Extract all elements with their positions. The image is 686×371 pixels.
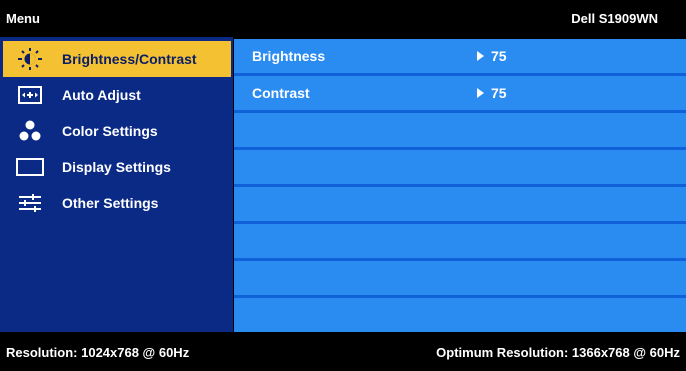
footer-bar: Resolution: 1024x768 @ 60Hz Optimum Reso… — [0, 333, 686, 371]
empty-row — [234, 187, 686, 221]
sidebar-item-display-settings[interactable]: Display Settings — [0, 149, 233, 185]
setting-label: Brightness — [252, 48, 326, 64]
sidebar-item-label: Brightness/Contrast — [62, 51, 197, 67]
sidebar-item-label: Auto Adjust — [62, 87, 141, 103]
setting-value: 75 — [477, 85, 507, 101]
sidebar-item-label: Other Settings — [62, 195, 159, 211]
setting-label: Contrast — [252, 85, 310, 101]
sidebar-item-auto-adjust[interactable]: Auto Adjust — [0, 77, 233, 113]
sun-icon — [14, 48, 46, 70]
current-resolution: Resolution: 1024x768 @ 60Hz — [6, 344, 190, 360]
sidebar-item-other-settings[interactable]: Other Settings — [0, 185, 233, 221]
monitor-model: Dell S1909WN — [571, 10, 658, 26]
display-rectangle-icon — [14, 156, 46, 178]
header-bar: Menu Dell S1909WN — [0, 0, 686, 36]
empty-row — [234, 298, 686, 332]
setting-value-text: 75 — [491, 48, 507, 64]
settings-panel: Brightness 75 Contrast 75 — [234, 39, 686, 332]
setting-row-brightness[interactable]: Brightness 75 — [234, 39, 686, 73]
sidebar-item-label: Color Settings — [62, 123, 158, 139]
sliders-icon — [14, 192, 46, 214]
arrow-right-icon — [477, 51, 484, 61]
sidebar-item-label: Display Settings — [62, 159, 171, 175]
optimum-resolution: Optimum Resolution: 1366x768 @ 60Hz — [436, 344, 680, 360]
menu-title: Menu — [6, 10, 40, 26]
setting-value-text: 75 — [491, 85, 507, 101]
sidebar-item-brightness-contrast[interactable]: Brightness/Contrast — [3, 41, 231, 77]
sidebar-menu: Brightness/Contrast Auto Adjust — [0, 37, 233, 332]
auto-adjust-icon — [14, 84, 46, 106]
empty-row — [234, 224, 686, 258]
setting-value: 75 — [477, 48, 507, 64]
empty-row — [234, 261, 686, 295]
empty-row — [234, 150, 686, 184]
empty-row — [234, 113, 686, 147]
color-dots-icon — [14, 120, 46, 142]
arrow-right-icon — [477, 88, 484, 98]
setting-row-contrast[interactable]: Contrast 75 — [234, 76, 686, 110]
sidebar-item-color-settings[interactable]: Color Settings — [0, 113, 233, 149]
